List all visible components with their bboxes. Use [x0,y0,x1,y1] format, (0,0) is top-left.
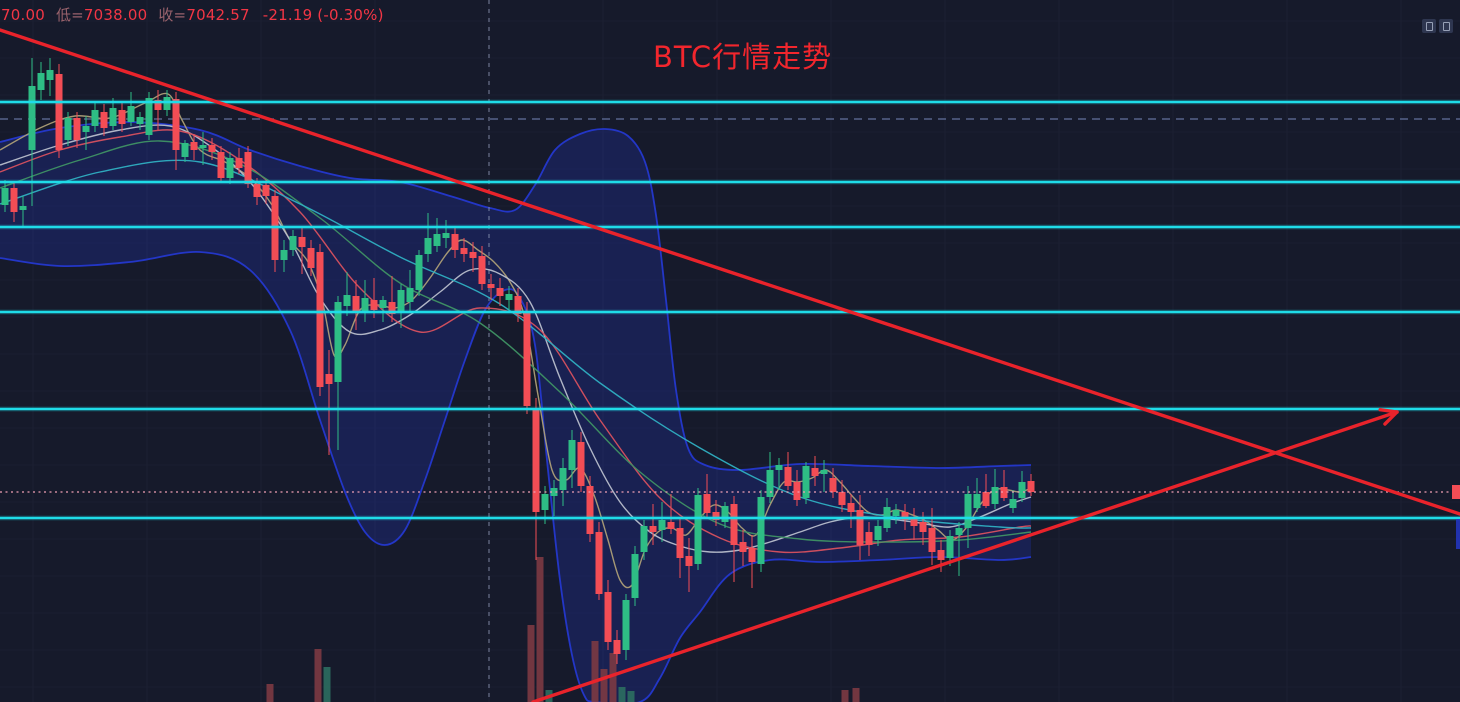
edge-marker [1456,519,1460,549]
ohlc-readout: 70.00 低=7038.00 收=7042.57 -21.19 (-0.30%) [1,6,386,24]
close-value: 7042.57 [186,6,250,24]
camera-icon [1425,21,1433,31]
chart-toolbar [1422,19,1453,33]
camera-icon-button[interactable] [1422,19,1436,33]
trendline-descending[interactable] [0,28,1460,516]
current-price-line[interactable] [0,485,1460,549]
change-value: -21.19 (-0.30%) [262,6,384,24]
trendline-ascending[interactable] [531,407,1399,702]
high-value-partial: 70.00 [1,6,45,24]
price-tag [1452,485,1460,499]
ma-red-line [0,129,1032,554]
close-label: 收= [158,6,187,24]
low-value: 7038.00 [83,6,148,24]
support-resistance-lines[interactable] [0,99,1460,521]
maximize-icon [1442,21,1450,31]
ma-green-line [0,140,1032,543]
chart-title: BTC行情走势 [653,40,833,74]
low-label: 低= [55,6,84,24]
maximize-icon-button[interactable] [1439,19,1453,33]
